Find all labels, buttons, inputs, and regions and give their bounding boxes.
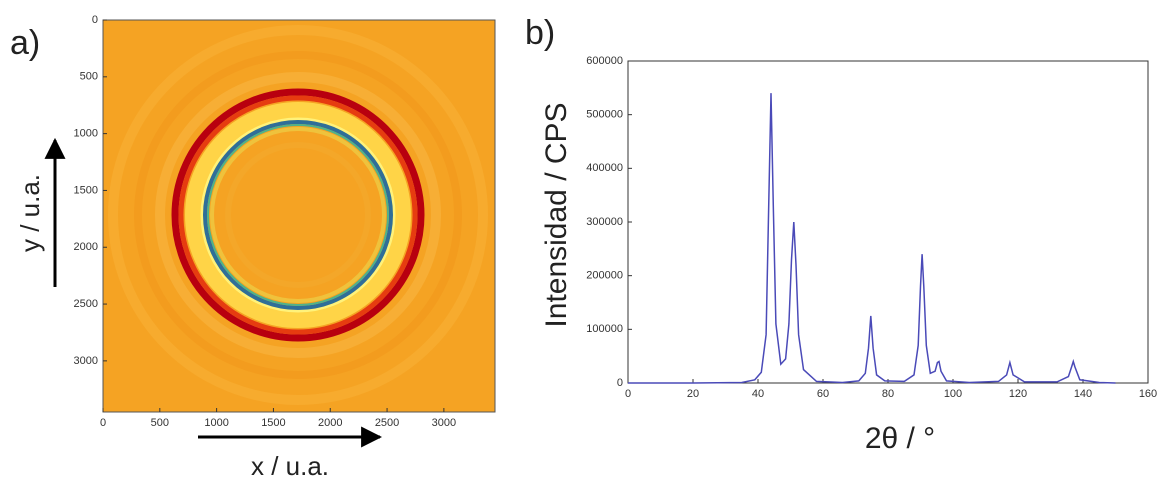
x-tick-label: 160 xyxy=(1139,388,1157,400)
y-tick-label: 500 xyxy=(80,71,98,83)
y-tick-label: 0 xyxy=(617,377,623,389)
x-tick-label: 500 xyxy=(151,417,169,429)
x-tick-label: 20 xyxy=(687,388,699,400)
y-tick-label: 2000 xyxy=(74,241,98,253)
x-tick-label: 1000 xyxy=(204,417,228,429)
y-tick-label: 2500 xyxy=(74,298,98,310)
y-tick-label: 300000 xyxy=(586,216,623,228)
ring-image xyxy=(103,20,495,412)
y-tick-label: 1000 xyxy=(74,128,98,140)
data-line xyxy=(628,93,1116,383)
x-tick-label: 0 xyxy=(100,417,106,429)
y-axis-title: Intensidad / CPS xyxy=(540,102,573,327)
x-tick-label: 100 xyxy=(944,388,962,400)
x-tick-label: 2500 xyxy=(375,417,399,429)
x-tick-label: 80 xyxy=(882,388,894,400)
page: a)x / u.a.y / u.a.0500100015002000250030… xyxy=(0,0,1167,489)
y-tick-label: 600000 xyxy=(586,55,623,67)
panel-label: a) xyxy=(10,24,40,62)
x-tick-label: 120 xyxy=(1009,388,1027,400)
y-tick-label: 1500 xyxy=(74,184,98,196)
y-tick-label: 400000 xyxy=(586,162,623,174)
x-axis-title: x / u.a. xyxy=(251,451,329,481)
x-tick-label: 2000 xyxy=(318,417,342,429)
y-tick-label: 500000 xyxy=(586,109,623,121)
y-tick-label: 200000 xyxy=(586,270,623,282)
x-tick-label: 3000 xyxy=(432,417,456,429)
x-tick-label: 60 xyxy=(817,388,829,400)
panel-label: b) xyxy=(525,14,555,52)
x-tick-label: 140 xyxy=(1074,388,1092,400)
plot-frame xyxy=(628,61,1148,383)
y-tick-label: 0 xyxy=(92,14,98,26)
x-tick-label: 40 xyxy=(752,388,764,400)
y-tick-label: 100000 xyxy=(586,323,623,335)
x-tick-label: 1500 xyxy=(261,417,285,429)
x-tick-label: 0 xyxy=(625,388,631,400)
figure: a)x / u.a.y / u.a.0500100015002000250030… xyxy=(0,0,1167,484)
y-tick-label: 3000 xyxy=(74,355,98,367)
x-axis-title: 2θ / ° xyxy=(865,422,935,455)
y-axis-title: y / u.a. xyxy=(15,174,45,252)
